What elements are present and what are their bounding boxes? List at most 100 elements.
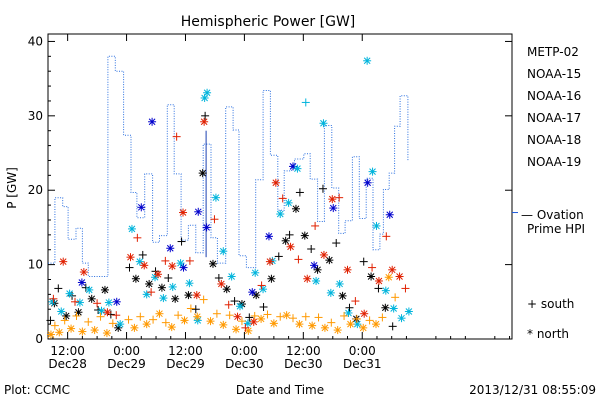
marker-stroke	[66, 290, 73, 297]
plot-frame	[47, 33, 513, 340]
point-noaa-18	[186, 304, 195, 313]
point-noaa-15	[310, 261, 319, 270]
point-noaa-18	[384, 273, 393, 282]
marker-stroke	[276, 210, 284, 218]
marker-stroke	[132, 275, 140, 283]
point-noaa-16	[48, 297, 57, 306]
marker-stroke	[329, 204, 337, 212]
point-noaa-16	[251, 268, 260, 277]
marker-stroke	[372, 320, 380, 328]
marker-stroke	[156, 310, 163, 318]
point-metp-02	[164, 274, 173, 282]
point-metp-02	[345, 303, 354, 312]
point-metp-02	[374, 284, 383, 293]
marker-stroke	[194, 208, 202, 216]
point-noaa-16	[75, 298, 84, 307]
point-noaa-19	[233, 312, 242, 321]
x-axis-label: Date and Time	[236, 383, 324, 397]
point-metp-02	[300, 231, 309, 240]
point-noaa-16	[219, 247, 228, 256]
legend-item: METP-02	[527, 45, 579, 59]
point-metp-02	[125, 263, 134, 272]
marker-stroke	[398, 314, 405, 322]
marker-stroke	[223, 285, 231, 293]
point-noaa-16	[85, 285, 94, 294]
marker-stroke	[364, 179, 371, 187]
marker-stroke	[185, 291, 192, 299]
point-metp-02	[177, 237, 186, 246]
point-noaa-18	[78, 327, 87, 336]
point-noaa-16	[319, 119, 328, 128]
marker-stroke	[217, 280, 225, 288]
marker-stroke	[158, 284, 166, 292]
point-noaa-18	[142, 320, 151, 329]
point-noaa-18	[72, 311, 81, 320]
point-noaa-16	[97, 306, 106, 315]
marker-stroke	[78, 279, 86, 286]
x-tick-label-date: Dec30	[284, 357, 323, 371]
point-noaa-16	[397, 314, 406, 323]
point-metp-02	[359, 257, 368, 266]
point-noaa-15	[194, 207, 203, 216]
point-noaa-16	[284, 198, 293, 207]
marker-stroke	[359, 324, 367, 332]
marker-stroke	[385, 273, 393, 281]
point-metp-02	[285, 230, 294, 239]
point-noaa-19	[278, 194, 287, 203]
point-noaa-19	[79, 268, 88, 277]
point-noaa-19	[368, 263, 377, 272]
point-noaa-19	[210, 215, 219, 224]
point-noaa-18	[308, 321, 317, 330]
point-noaa-16	[185, 279, 194, 288]
point-noaa-19	[335, 193, 344, 202]
point-noaa-16	[168, 282, 177, 291]
marker-stroke	[193, 313, 201, 321]
marker-stroke	[234, 313, 241, 321]
point-noaa-19	[133, 233, 142, 242]
point-noaa-19	[49, 294, 58, 303]
series-line-noaa-15	[48, 55, 409, 277]
point-noaa-19	[265, 257, 274, 266]
point-noaa-19	[153, 270, 162, 279]
marker-stroke	[373, 222, 380, 230]
point-metp-02	[184, 291, 193, 300]
point-noaa-15	[363, 178, 372, 187]
point-noaa-15	[77, 278, 86, 287]
point-metp-02	[381, 303, 390, 312]
point-noaa-18	[237, 317, 246, 326]
point-noaa-18	[333, 326, 342, 335]
marker-stroke	[160, 294, 167, 302]
legend-marker-south: + south	[527, 297, 574, 311]
point-noaa-16	[65, 289, 74, 298]
point-noaa-19	[401, 284, 410, 293]
marker-stroke	[209, 260, 217, 268]
point-noaa-19	[257, 281, 266, 290]
point-metp-02	[245, 313, 254, 322]
point-noaa-18	[149, 315, 158, 324]
point-noaa-19	[93, 299, 102, 308]
point-noaa-18	[124, 315, 133, 324]
point-noaa-15	[148, 117, 157, 126]
point-noaa-16	[344, 308, 353, 317]
point-noaa-18	[269, 319, 278, 328]
point-noaa-18	[327, 318, 336, 327]
point-noaa-18	[301, 312, 310, 321]
point-metp-02	[307, 244, 316, 253]
x-tick-label-time: 12:00	[286, 344, 321, 358]
marker-stroke	[268, 275, 275, 283]
marker-stroke	[199, 169, 207, 177]
point-noaa-19	[249, 317, 258, 326]
marker-stroke	[312, 277, 320, 285]
marker-stroke	[148, 118, 156, 126]
marker-stroke	[98, 307, 105, 315]
point-noaa-19	[147, 288, 156, 297]
point-noaa-18	[161, 318, 170, 327]
point-metp-02	[100, 285, 109, 294]
marker-stroke	[386, 211, 394, 219]
point-noaa-15	[166, 244, 175, 253]
point-noaa-16	[363, 56, 372, 65]
point-metp-02	[367, 272, 376, 281]
point-noaa-16	[389, 304, 398, 313]
y-tick-label: 0	[35, 332, 43, 346]
point-noaa-16	[301, 98, 310, 107]
